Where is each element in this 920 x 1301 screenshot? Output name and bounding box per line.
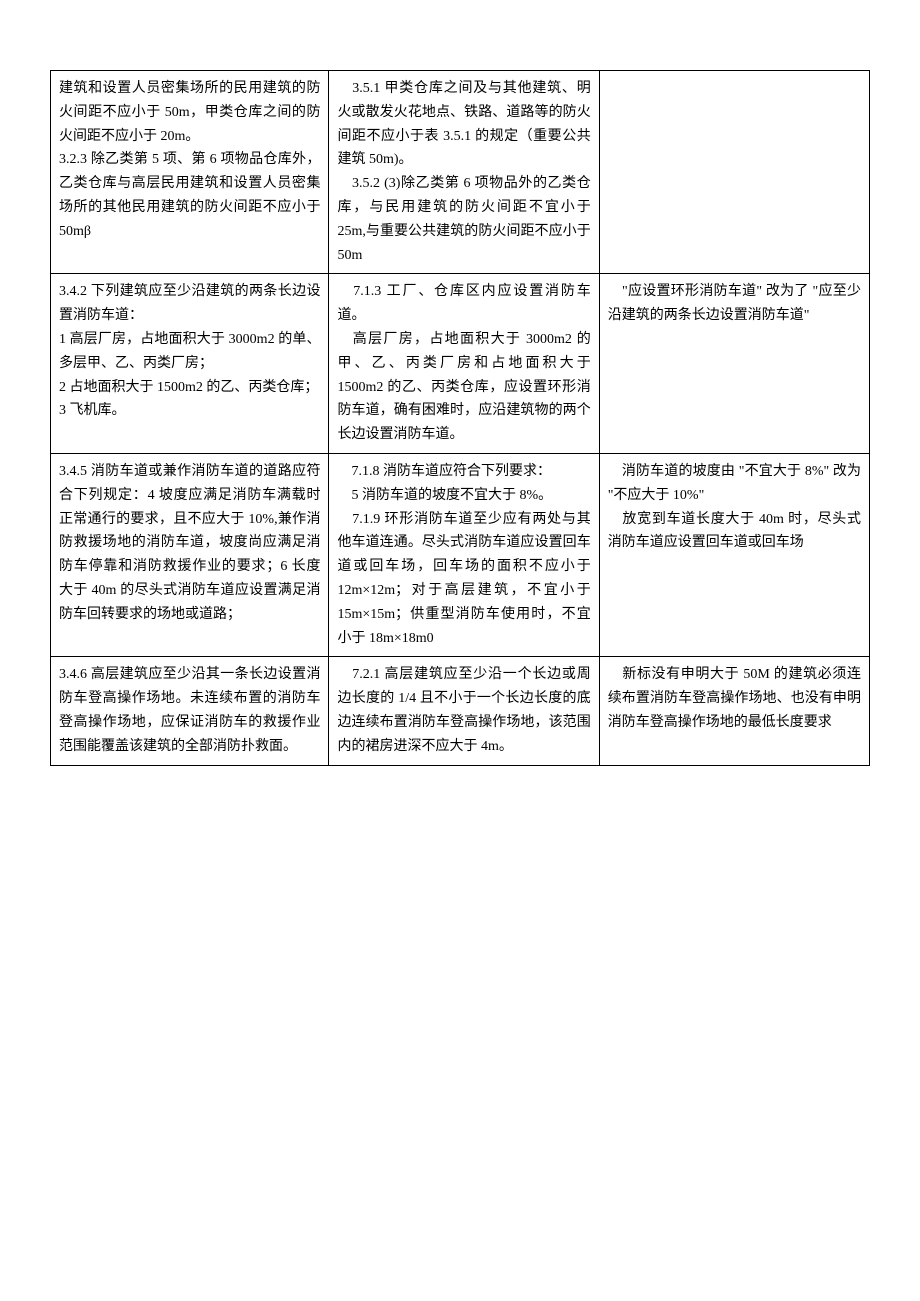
table-row: 3.4.2 下列建筑应至少沿建筑的两条长边设置消防车道：1 高层厂房，占地面积大… xyxy=(51,274,870,454)
cell-right: 新标没有申明大于 50M 的建筑必须连续布置消防车登高操作场地、也没有申明消防车… xyxy=(599,657,869,765)
cell-middle: 3.5.1 甲类仓库之间及与其他建筑、明火或散发火花地点、铁路、道路等的防火间距… xyxy=(329,71,599,274)
cell-left: 3.4.5 消防车道或兼作消防车道的道路应符合下列规定：4 坡度应满足消防车满载… xyxy=(51,453,329,656)
comparison-table: 建筑和设置人员密集场所的民用建筑的防火间距不应小于 50m，甲类仓库之间的防火间… xyxy=(50,70,870,766)
cell-left: 3.4.2 下列建筑应至少沿建筑的两条长边设置消防车道：1 高层厂房，占地面积大… xyxy=(51,274,329,454)
cell-right: 消防车道的坡度由 "不宜大于 8%" 改为 "不应大于 10%" 放宽到车道长度… xyxy=(599,453,869,656)
table-body: 建筑和设置人员密集场所的民用建筑的防火间距不应小于 50m，甲类仓库之间的防火间… xyxy=(51,71,870,766)
cell-right: "应设置环形消防车道" 改为了 "应至少沿建筑的两条长边设置消防车道" xyxy=(599,274,869,454)
cell-middle: 7.1.8 消防车道应符合下列要求： 5 消防车道的坡度不宜大于 8%。 7.1… xyxy=(329,453,599,656)
table-row: 3.4.6 高层建筑应至少沿其一条长边设置消防车登高操作场地。未连续布置的消防车… xyxy=(51,657,870,765)
table-row: 建筑和设置人员密集场所的民用建筑的防火间距不应小于 50m，甲类仓库之间的防火间… xyxy=(51,71,870,274)
cell-right xyxy=(599,71,869,274)
table-row: 3.4.5 消防车道或兼作消防车道的道路应符合下列规定：4 坡度应满足消防车满载… xyxy=(51,453,870,656)
cell-middle: 7.2.1 高层建筑应至少沿一个长边或周边长度的 1/4 且不小于一个长边长度的… xyxy=(329,657,599,765)
cell-left: 建筑和设置人员密集场所的民用建筑的防火间距不应小于 50m，甲类仓库之间的防火间… xyxy=(51,71,329,274)
cell-left: 3.4.6 高层建筑应至少沿其一条长边设置消防车登高操作场地。未连续布置的消防车… xyxy=(51,657,329,765)
cell-middle: 7.1.3 工厂、仓库区内应设置消防车道。 高层厂房，占地面积大于 3000m2… xyxy=(329,274,599,454)
